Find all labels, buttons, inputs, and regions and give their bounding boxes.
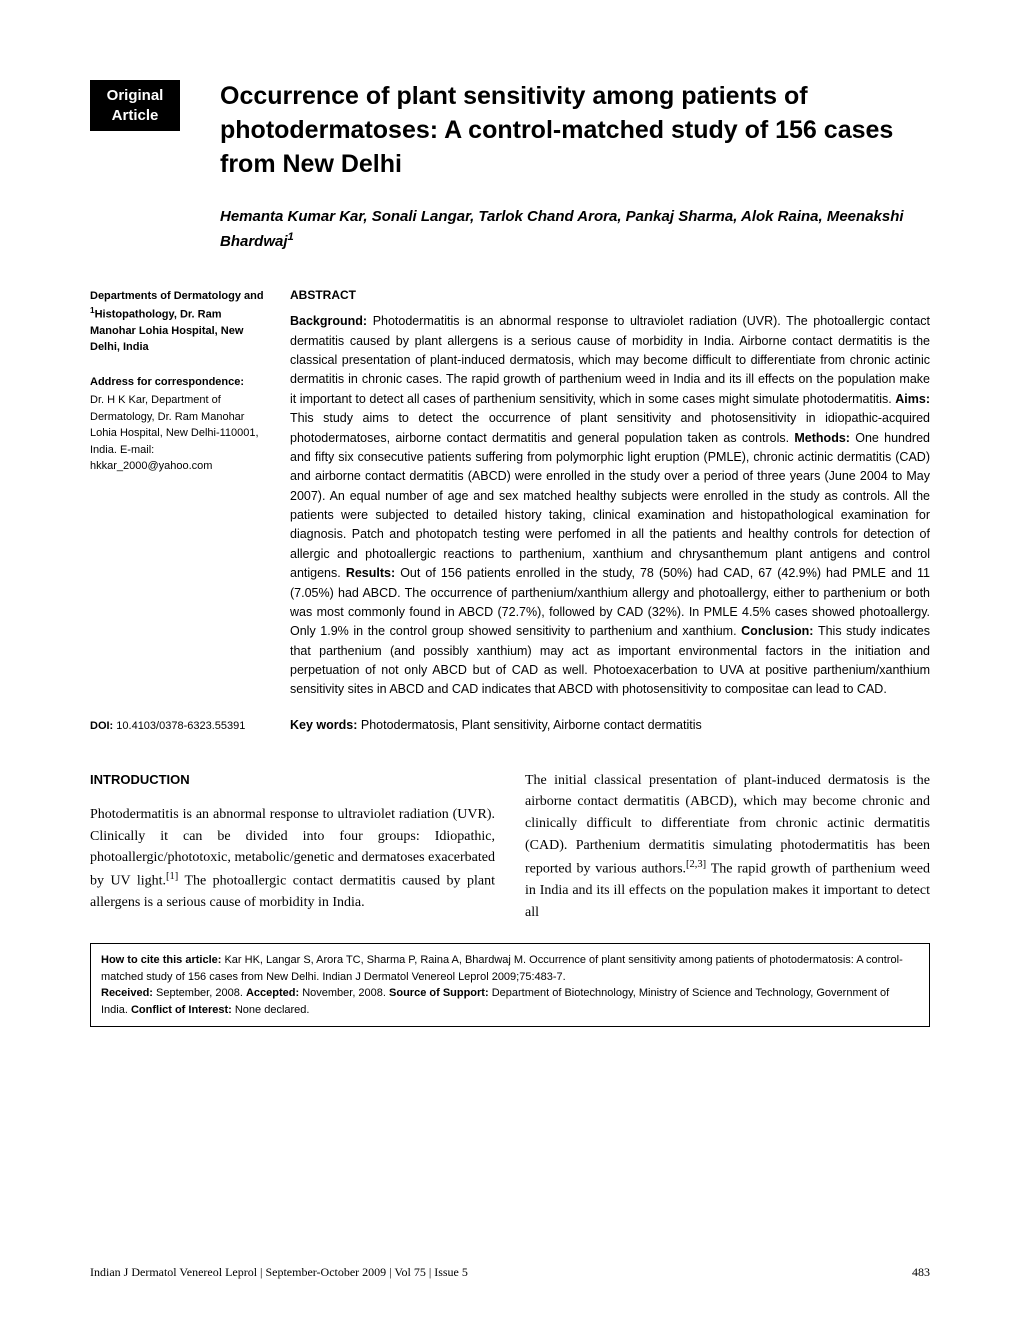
article-title: Occurrence of plant sensitivity among pa… [220, 80, 930, 181]
body-col-left: INTRODUCTION Photodermatitis is an abnor… [90, 770, 495, 923]
introduction-heading: INTRODUCTION [90, 770, 495, 790]
badge-line1: Original [104, 86, 166, 106]
source-label: Source of Support: [389, 987, 492, 999]
abs-methods-text: One hundred and fifty six consecutive pa… [290, 431, 930, 581]
affiliation: Departments of Dermatology and 1Histopat… [90, 288, 270, 356]
citation-box: How to cite this article: Kar HK, Langar… [90, 943, 930, 1027]
intro-para-2: The initial classical presentation of pl… [525, 770, 930, 923]
body-columns: INTRODUCTION Photodermatitis is an abnor… [90, 770, 930, 923]
kw-label: Key words: [290, 718, 361, 732]
affiliation-pre: Departments of Dermatology and [90, 290, 264, 302]
authors: Hemanta Kumar Kar, Sonali Langar, Tarlok… [220, 206, 930, 253]
title-block: Occurrence of plant sensitivity among pa… [220, 80, 930, 253]
abstract-block: ABSTRACT Background: Photodermatitis is … [290, 288, 930, 700]
doi: DOI: 10.4103/0378-6323.55391 [90, 720, 270, 732]
affiliation-post: Histopathology, Dr. Ram Manohar Lohia Ho… [90, 308, 243, 353]
intro-para-1: Photodermatitis is an abnormal response … [90, 804, 495, 914]
howto-label: How to cite this article: [101, 954, 224, 966]
abs-conc-label: Conclusion: [741, 624, 818, 638]
abs-bg-text: Photodermatitis is an abnormal response … [290, 314, 930, 406]
accepted-text: November, 2008. [302, 987, 389, 999]
article-type-badge: Original Article [90, 80, 180, 131]
footer-journal: Indian J Dermatol Venereol Leprol | Sept… [90, 1265, 468, 1280]
received-text: September, 2008. [156, 987, 246, 999]
sidebar: Departments of Dermatology and 1Histopat… [90, 288, 270, 475]
abs-bg-label: Background: [290, 314, 373, 328]
correspondence-heading: Address for correspondence: [90, 374, 270, 391]
authors-names: Hemanta Kumar Kar, Sonali Langar, Tarlok… [220, 208, 904, 250]
doi-label: DOI: [90, 720, 116, 732]
abstract-heading: ABSTRACT [290, 288, 930, 302]
abstract-text: Background: Photodermatitis is an abnorm… [290, 312, 930, 700]
badge-line2: Article [104, 106, 166, 126]
page-footer: Indian J Dermatol Venereol Leprol | Sept… [90, 1265, 930, 1280]
abs-results-label: Results: [346, 566, 400, 580]
doi-value: 10.4103/0378-6323.55391 [116, 720, 245, 732]
abs-methods-label: Methods: [794, 431, 855, 445]
keywords: Key words: Photodermatosis, Plant sensit… [290, 718, 930, 732]
intro-2-ref: [2,3] [686, 859, 706, 870]
body-col-right: The initial classical presentation of pl… [525, 770, 930, 923]
conflict-label: Conflict of Interest: [131, 1004, 235, 1016]
abs-aims-label: Aims: [895, 392, 930, 406]
footer-page-number: 483 [912, 1265, 930, 1280]
authors-sup: 1 [288, 231, 294, 243]
conflict-text: None declared. [235, 1004, 310, 1016]
received-label: Received: [101, 987, 156, 999]
kw-value: Photodermatosis, Plant sensitivity, Airb… [361, 718, 702, 732]
accepted-label: Accepted: [246, 987, 302, 999]
intro-1-ref: [1] [166, 871, 178, 882]
correspondence-text: Dr. H K Kar, Department of Dermatology, … [90, 392, 270, 475]
